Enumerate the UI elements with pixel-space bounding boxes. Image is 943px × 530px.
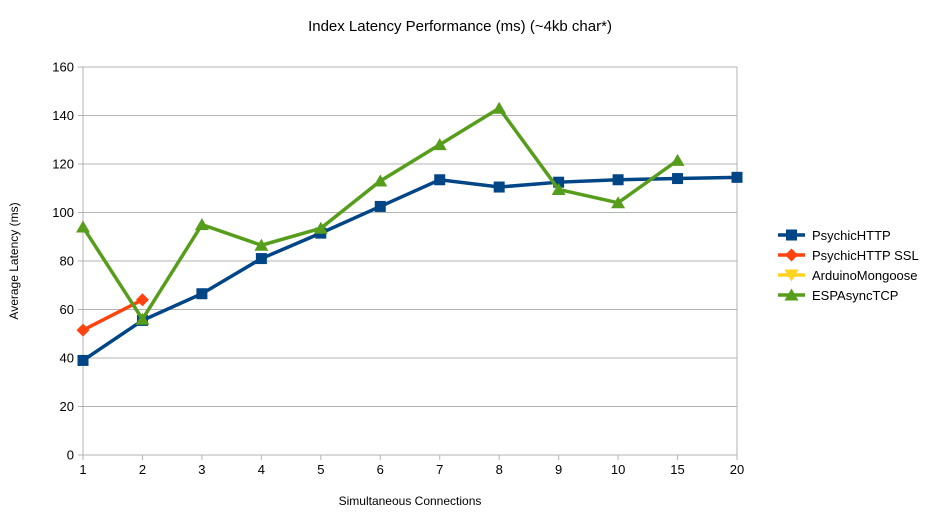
data-point-marker bbox=[731, 171, 743, 183]
legend-marker bbox=[778, 269, 805, 282]
data-point-marker bbox=[76, 323, 90, 337]
data-point-marker bbox=[135, 293, 149, 307]
legend-marker bbox=[778, 248, 805, 262]
x-tick-label: 8 bbox=[496, 462, 503, 477]
legend-item: PsychicHTTP SSL bbox=[777, 245, 919, 265]
legend: PsychicHTTP PsychicHTTP SSL ArduinoMongoos… bbox=[777, 225, 919, 305]
data-point-marker bbox=[313, 221, 328, 234]
data-point-marker bbox=[374, 200, 386, 212]
data-point-marker bbox=[672, 173, 684, 185]
y-tick-label: 60 bbox=[60, 302, 74, 317]
legend-marker-shape bbox=[785, 248, 798, 262]
y-axis-title: Average Latency (ms) bbox=[7, 202, 21, 320]
x-axis-title: Simultaneous Connections bbox=[338, 494, 482, 508]
data-point-marker bbox=[77, 354, 89, 366]
x-tick-label: 20 bbox=[730, 462, 744, 477]
data-point-marker bbox=[551, 182, 566, 195]
y-tick-label: 160 bbox=[52, 60, 74, 75]
x-tick-label: 6 bbox=[377, 462, 384, 477]
data-point-marker bbox=[255, 253, 267, 265]
legend-label: ESPAsyncTCP bbox=[812, 287, 899, 303]
data-point-marker bbox=[373, 174, 388, 187]
series-PsychicHTTP bbox=[77, 171, 743, 366]
y-tick-label: 80 bbox=[60, 254, 74, 269]
chart-title: Index Latency Performance (ms) (~4kb cha… bbox=[308, 18, 612, 35]
series-line bbox=[81, 105, 679, 323]
legend-label: PsychicHTTP bbox=[812, 227, 891, 243]
x-tick-label: 3 bbox=[198, 462, 205, 477]
x-tick-label: 4 bbox=[258, 462, 265, 477]
series-line bbox=[82, 175, 738, 362]
data-point-marker bbox=[493, 181, 505, 193]
data-point-marker bbox=[492, 101, 507, 114]
y-tick-label: 40 bbox=[60, 351, 74, 366]
legend-marker-shape bbox=[784, 269, 799, 282]
data-point-marker bbox=[553, 176, 565, 188]
x-tick-label: 1 bbox=[79, 462, 86, 477]
x-tick-label: 10 bbox=[611, 462, 625, 477]
y-tick-label: 20 bbox=[60, 399, 74, 414]
data-point-marker bbox=[135, 312, 150, 325]
legend-marker-shape bbox=[784, 288, 799, 301]
legend-marker bbox=[778, 229, 805, 241]
data-point-marker bbox=[670, 153, 685, 166]
y-tick-label: 0 bbox=[67, 448, 74, 463]
legend-label: PsychicHTTP SSL bbox=[812, 247, 919, 263]
data-point-marker bbox=[611, 196, 626, 209]
data-point-marker bbox=[194, 218, 209, 231]
data-point-marker bbox=[612, 174, 624, 186]
legend-item: PsychicHTTP bbox=[777, 225, 919, 245]
legend-item: ArduinoMongoose bbox=[777, 265, 919, 285]
x-tick-label: 2 bbox=[139, 462, 146, 477]
legend-label: ArduinoMongoose bbox=[812, 267, 918, 283]
x-tick-label: 5 bbox=[317, 462, 324, 477]
x-tick-label: 15 bbox=[670, 462, 684, 477]
data-point-marker bbox=[76, 220, 90, 233]
y-tick-label: 120 bbox=[52, 157, 74, 172]
data-point-marker bbox=[434, 174, 446, 186]
legend-item: ESPAsyncTCP bbox=[777, 285, 919, 305]
data-point-marker bbox=[196, 288, 208, 300]
series-ESPAsyncTCP bbox=[76, 101, 685, 325]
y-tick-label: 140 bbox=[52, 108, 74, 123]
y-tick-label: 100 bbox=[52, 205, 74, 220]
legend-marker bbox=[778, 288, 805, 301]
data-point-marker bbox=[432, 138, 447, 151]
legend-marker-shape bbox=[786, 229, 797, 241]
x-tick-label: 9 bbox=[555, 462, 562, 477]
x-tick-label: 7 bbox=[436, 462, 443, 477]
data-point-marker bbox=[254, 238, 269, 251]
